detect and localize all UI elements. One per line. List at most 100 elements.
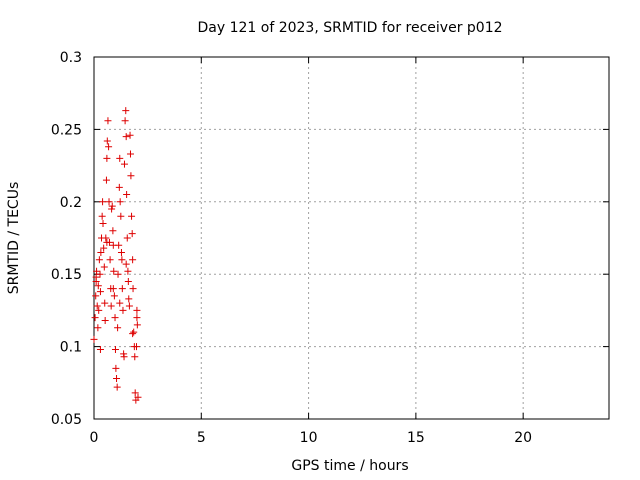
data-point xyxy=(130,328,138,336)
data-point xyxy=(123,234,131,242)
data-point xyxy=(124,267,132,275)
y-tick-label: 0.2 xyxy=(60,195,82,211)
data-point xyxy=(93,267,101,275)
data-point xyxy=(103,238,111,246)
data-point xyxy=(122,133,130,141)
data-point xyxy=(120,353,128,361)
x-axis-label: GPS time / hours xyxy=(291,458,408,474)
data-point xyxy=(128,230,136,238)
data-point xyxy=(90,335,98,343)
data-point xyxy=(105,143,113,151)
x-tick-label: 20 xyxy=(514,430,532,446)
data-point xyxy=(131,353,139,361)
data-point xyxy=(94,324,102,332)
data-point xyxy=(126,131,134,139)
data-point xyxy=(116,299,124,307)
data-point xyxy=(125,295,133,303)
data-point xyxy=(116,154,124,162)
data-point xyxy=(110,267,118,275)
data-point xyxy=(122,107,130,115)
axis-ticks xyxy=(93,56,609,420)
data-point xyxy=(92,292,100,300)
data-point xyxy=(117,248,125,256)
data-point xyxy=(131,389,139,397)
data-point xyxy=(133,321,141,329)
data-point xyxy=(115,241,123,249)
data-point xyxy=(101,317,109,325)
data-point xyxy=(120,160,128,168)
data-point xyxy=(94,282,102,290)
data-point xyxy=(113,383,121,391)
x-tick-label: 5 xyxy=(197,430,206,446)
x-tick-label: 10 xyxy=(300,430,318,446)
data-point xyxy=(96,270,104,278)
y-tick-label: 0.25 xyxy=(51,122,82,138)
data-point xyxy=(132,343,140,351)
data-point xyxy=(109,227,117,235)
data-point xyxy=(105,198,113,206)
data-point xyxy=(111,345,119,353)
data-point xyxy=(109,285,117,293)
data-point xyxy=(114,270,122,278)
data-point xyxy=(121,117,129,125)
y-tick-label: 0.05 xyxy=(51,412,82,428)
data-point xyxy=(134,393,142,401)
data-point xyxy=(127,172,135,180)
y-tick-label: 0.3 xyxy=(60,50,82,66)
data-point xyxy=(128,212,136,220)
data-point xyxy=(125,302,133,310)
x-tick-label: 15 xyxy=(407,430,425,446)
data-point xyxy=(97,248,105,256)
data-point xyxy=(103,154,111,162)
data-point xyxy=(114,324,122,332)
data-point xyxy=(100,244,108,252)
data-point xyxy=(102,176,110,184)
data-point xyxy=(103,137,111,145)
data-point xyxy=(108,202,116,210)
x-tick-labels: 0 5 10 15 20 xyxy=(90,430,533,446)
data-point xyxy=(115,183,123,191)
data-point xyxy=(95,256,103,264)
data-point xyxy=(96,345,104,353)
grid-lines xyxy=(94,57,609,419)
data-point xyxy=(122,260,130,268)
data-point xyxy=(113,374,121,382)
y-axis-label: SRMTID / TECUs xyxy=(6,182,22,295)
y-tick-label: 0.1 xyxy=(60,340,82,356)
data-point xyxy=(96,288,104,296)
y-tick-labels: 0.05 0.1 0.15 0.2 0.25 0.3 xyxy=(51,50,82,428)
data-point xyxy=(98,212,106,220)
data-point xyxy=(129,330,137,338)
data-point xyxy=(102,234,110,242)
data-point xyxy=(99,198,107,206)
data-point xyxy=(106,256,114,264)
data-point xyxy=(110,292,118,300)
data-point xyxy=(111,314,119,322)
data-point xyxy=(93,302,101,310)
data-point xyxy=(95,306,103,314)
data-point xyxy=(112,364,120,372)
data-point xyxy=(133,314,141,322)
data-point xyxy=(99,220,107,228)
data-point xyxy=(100,263,108,271)
data-point xyxy=(107,302,115,310)
data-point xyxy=(116,198,124,206)
data-point xyxy=(101,299,109,307)
data-point xyxy=(129,285,137,293)
y-tick-label: 0.15 xyxy=(51,267,82,283)
data-point xyxy=(118,285,126,293)
data-point xyxy=(124,277,132,285)
data-point xyxy=(91,314,99,322)
x-tick-label: 0 xyxy=(90,430,99,446)
chart-title: Day 121 of 2023, SRMTID for receiver p01… xyxy=(197,20,502,36)
data-point xyxy=(129,256,137,264)
data-point xyxy=(108,205,116,213)
data-point xyxy=(119,306,127,314)
data-point xyxy=(118,256,126,264)
plot-frame xyxy=(93,56,610,420)
data-point xyxy=(104,117,112,125)
data-point xyxy=(133,306,141,314)
data-point xyxy=(92,277,100,285)
data-point xyxy=(123,191,131,199)
data-points xyxy=(90,107,142,404)
